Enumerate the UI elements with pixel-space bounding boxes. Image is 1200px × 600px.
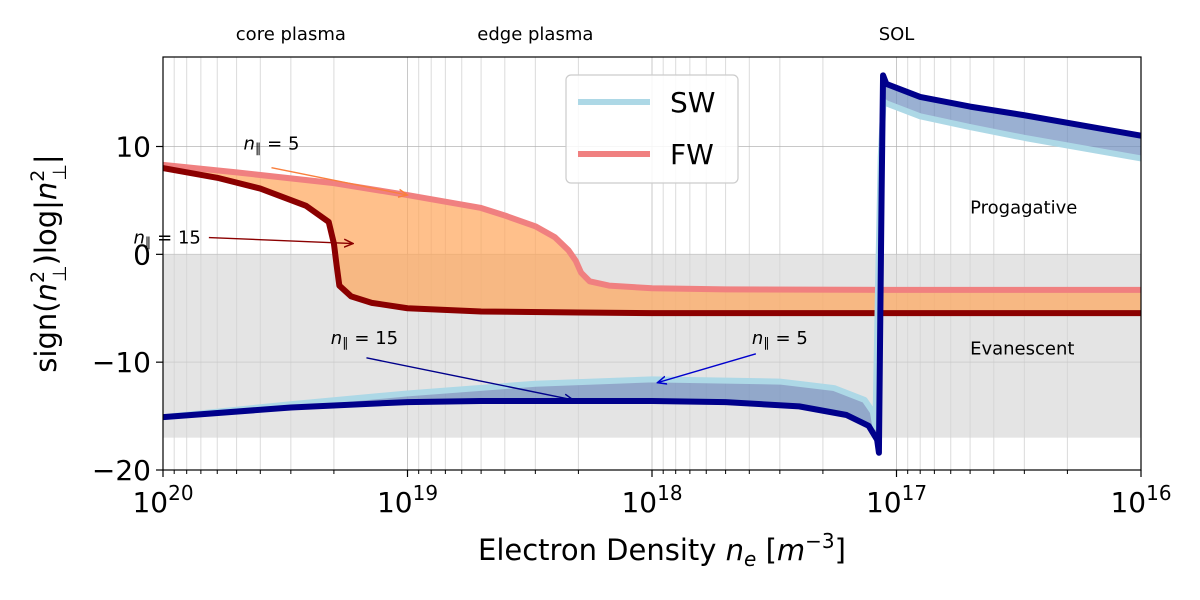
annotation-n: n (134, 228, 145, 249)
x-tick-label: 1018 (621, 481, 682, 519)
legend-label-fw: FW (670, 138, 714, 171)
x-axis-sub: e (744, 547, 756, 571)
annotation-value: = 15 (349, 328, 398, 349)
x-axis-unit-close: ] (835, 533, 846, 567)
y-tick-label: −20 (92, 454, 151, 487)
x-tick-exponent: 18 (657, 481, 682, 505)
y-tick-label: 10 (115, 131, 151, 164)
annotation-subscript: ∥ (145, 236, 152, 251)
top-region-label: edge plasma (477, 24, 593, 45)
series-fill-layer (163, 75, 1141, 453)
annotation-n: n (752, 328, 763, 349)
y-perp1: ⊥ (49, 265, 71, 282)
y-close: | (29, 154, 63, 164)
series-line-layer (163, 72, 1141, 456)
annotation-arrow (271, 167, 407, 195)
y-tick-label: 0 (133, 238, 151, 271)
y-sq2: 2 (27, 170, 49, 182)
annotation-arrow (208, 236, 353, 244)
annotation-label: n∥ = 15 (134, 228, 201, 251)
x-axis-m: m (777, 533, 805, 567)
y-n1: n (29, 283, 63, 301)
region-label-progagative: Progagative (970, 197, 1077, 218)
x-tick-label: 1017 (866, 481, 927, 519)
annotation-n: n (331, 328, 342, 349)
series-line-fw-0 (163, 161, 1141, 293)
legend: SW FW (565, 74, 739, 184)
annotation-value: = 5 (261, 134, 299, 155)
annotation-label: n∥ = 5 (244, 134, 300, 157)
annotation-subscript: ∥ (255, 142, 262, 157)
y-axis-label: sign(n2⊥)log|n2⊥| (27, 154, 71, 372)
y-sq1: 2 (27, 271, 49, 283)
x-tick-exponent: 20 (168, 481, 193, 505)
top-region-label: core plasma (236, 24, 346, 45)
annotation-value: = 15 (151, 228, 200, 249)
top-region-label: SOL (879, 24, 915, 45)
x-axis-n: n (726, 533, 744, 567)
x-tick-label: 1019 (377, 481, 438, 519)
annotation-label: n∥ = 15 (331, 328, 398, 351)
annotation-arrow (366, 357, 573, 400)
region-label-evanescent: Evanescent (970, 339, 1074, 360)
annotation-value: = 5 (770, 328, 808, 349)
x-axis-label: Electron Density ne [m−3] (478, 529, 846, 571)
y-sign: sign( (29, 301, 63, 372)
x-tick-exponent: 19 (413, 481, 438, 505)
series-line-fw-1 (163, 165, 1141, 317)
annotation-subscript: ∥ (342, 336, 349, 351)
y-tick-label: −10 (92, 346, 151, 379)
y-perp2: ⊥ (49, 164, 71, 181)
series-line-sw-2 (163, 98, 1141, 430)
x-axis-exp: −3 (805, 529, 834, 553)
annotation-n: n (244, 134, 255, 155)
fill-between-0 (163, 164, 1141, 314)
legend-label-sw: SW (670, 86, 715, 119)
annotation-label: n∥ = 5 (752, 328, 808, 351)
y-log: )log| (29, 200, 63, 265)
series-line-sw-3 (163, 72, 1141, 456)
annotation-arrow (657, 353, 757, 383)
annotation-subscript: ∥ (763, 336, 770, 351)
x-tick-label: 1016 (1110, 481, 1171, 519)
x-tick-exponent: 17 (902, 481, 927, 505)
x-axis-unit-open: [ (756, 533, 777, 567)
axes-frame-layer (156, 56, 1142, 477)
x-tick-exponent: 16 (1146, 481, 1171, 505)
y-n2: n (29, 182, 63, 200)
